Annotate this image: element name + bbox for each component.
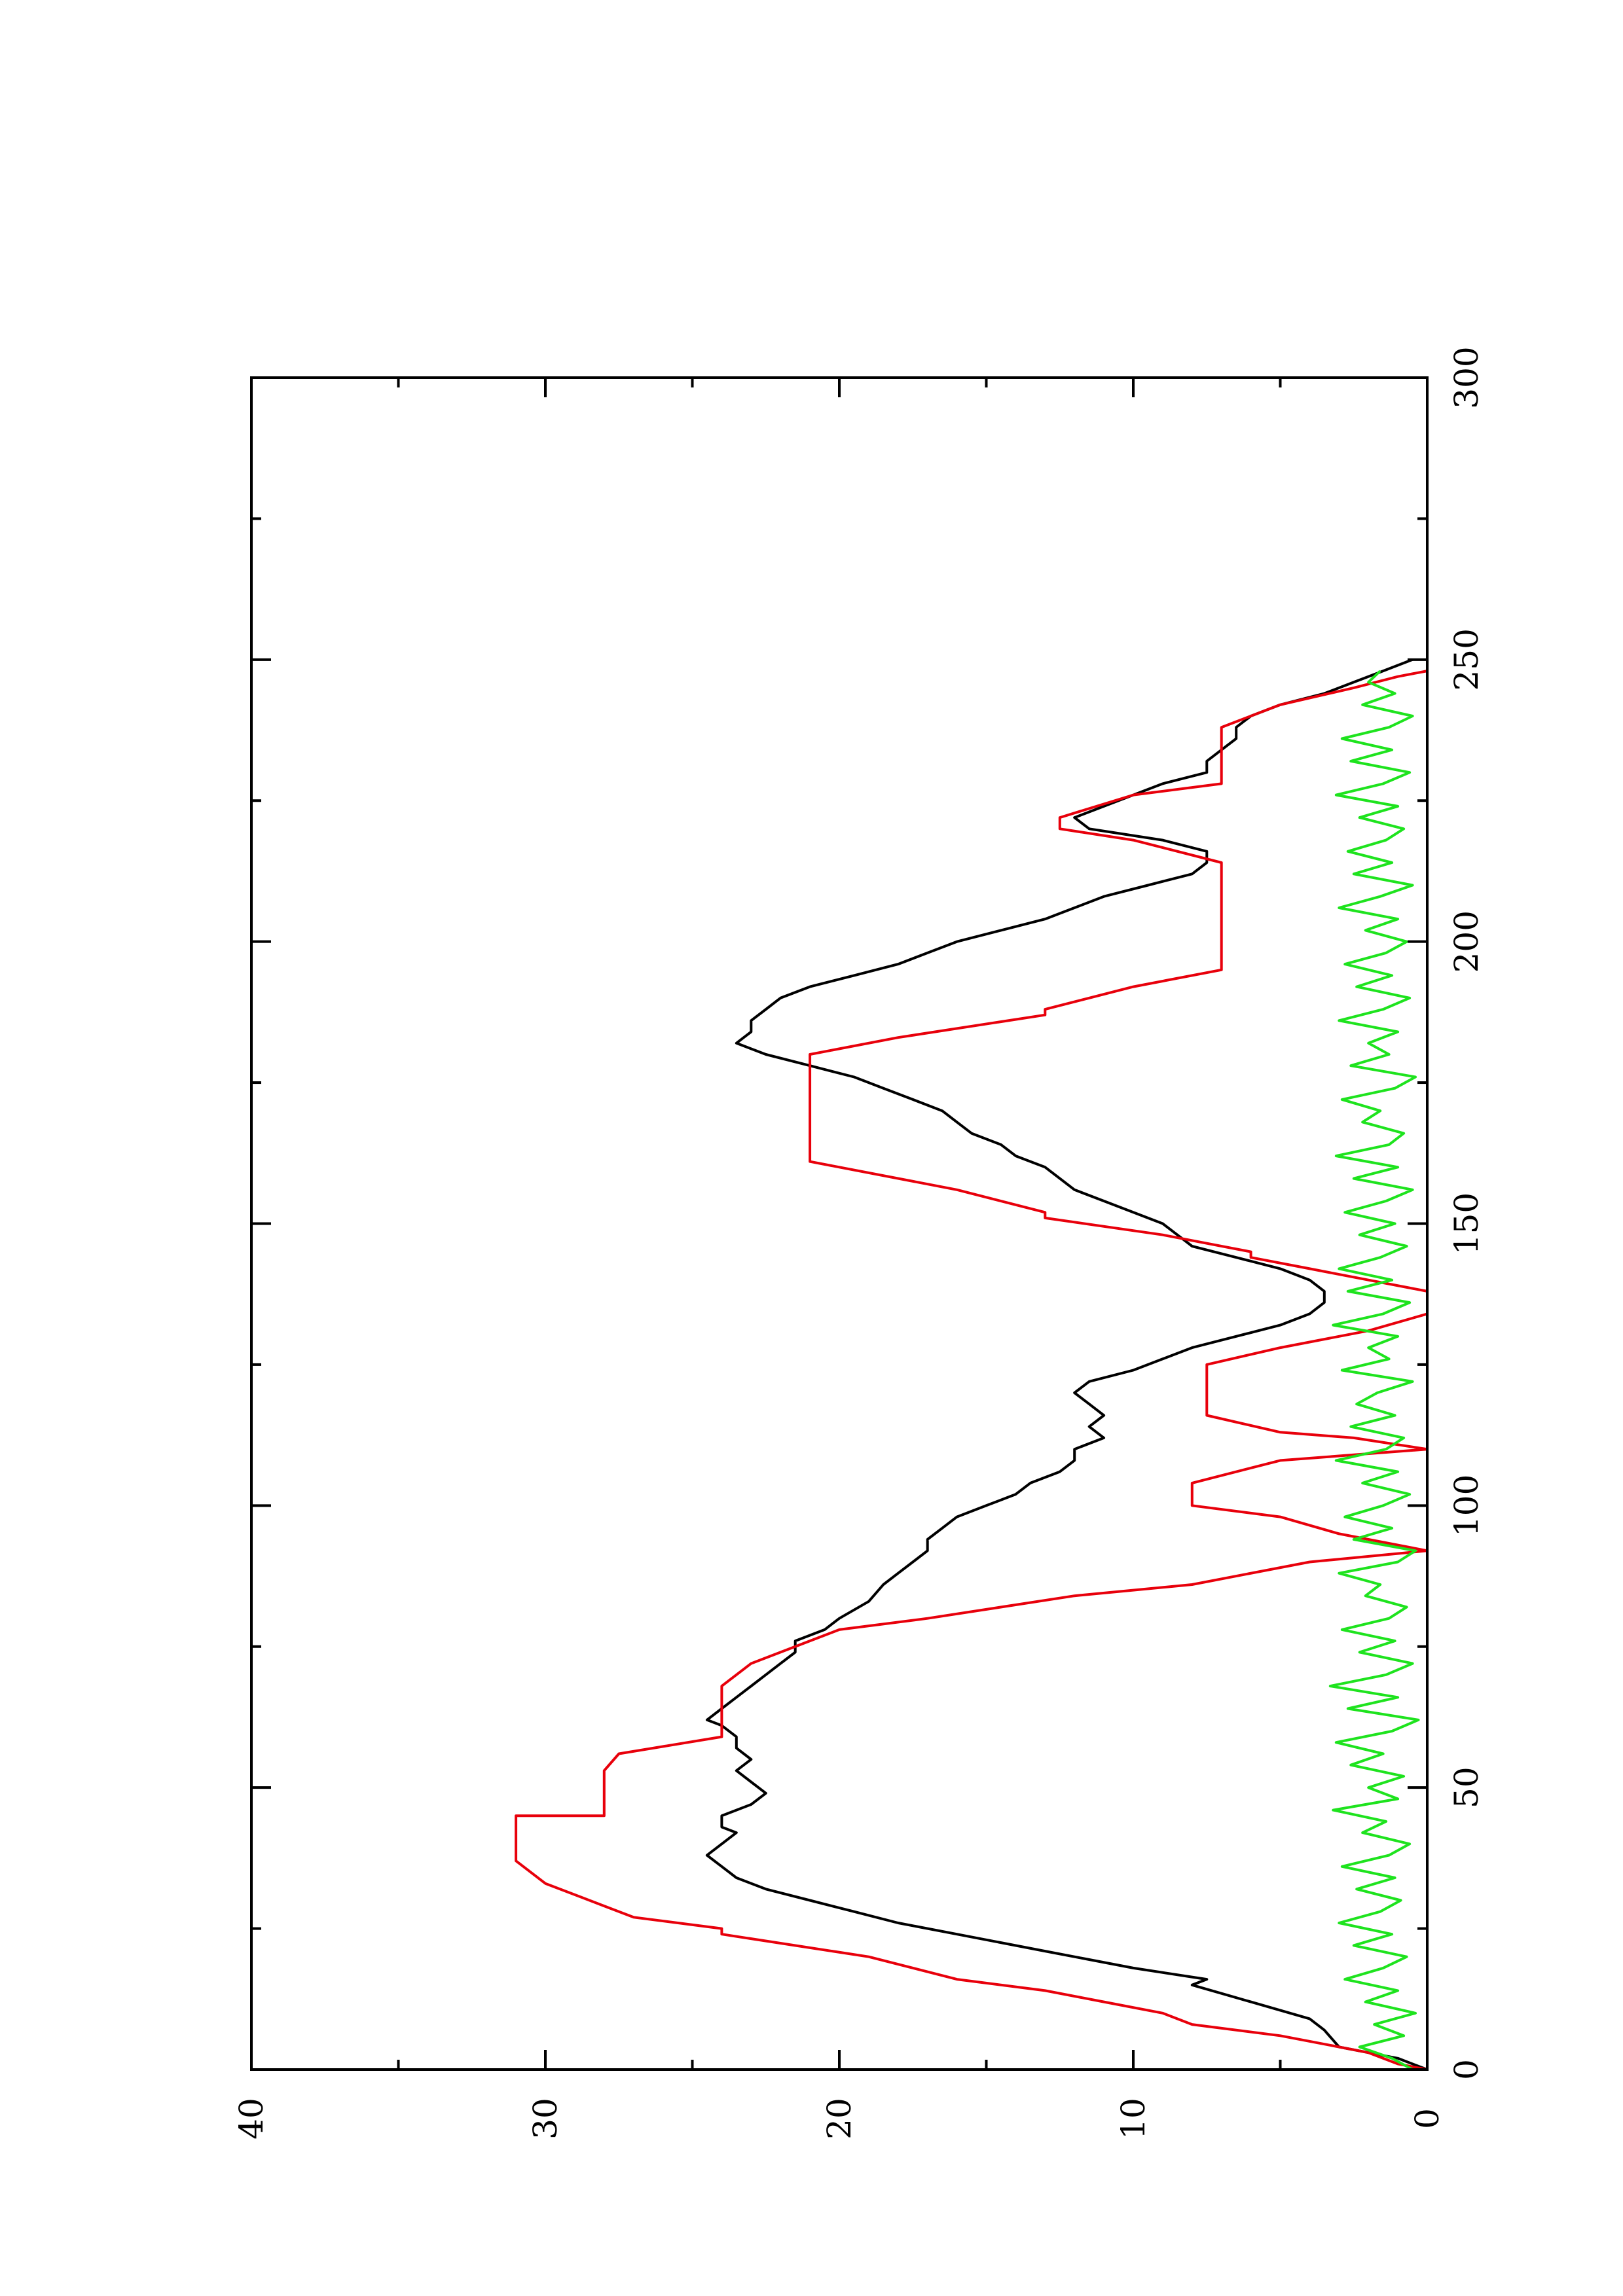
y-tick-label: 20: [820, 2098, 858, 2140]
y-tick-label: 40: [232, 2098, 270, 2140]
x-tick-label: 0: [1448, 2059, 1486, 2080]
series-line-2: [515, 670, 1429, 2071]
y-tick-label: 0: [1408, 2108, 1446, 2129]
plot-frame: [250, 376, 1429, 2071]
x-tick-label: 250: [1448, 628, 1486, 691]
axis-ticks: [250, 376, 1429, 2071]
axis-tick-labels: 0 50 100 150 200 250 300 0 10 20 30 40: [232, 346, 1486, 2140]
x-tick-label: 200: [1448, 910, 1486, 973]
series-line-3: [1328, 670, 1420, 2071]
plot-area: [515, 658, 1429, 2071]
series-line-1: [705, 658, 1428, 2071]
x-tick-label: 150: [1448, 1193, 1486, 1255]
x-tick-label: 300: [1448, 346, 1486, 408]
y-tick-label: 10: [1114, 2098, 1152, 2140]
y-tick-label: 30: [526, 2098, 564, 2140]
x-tick-label: 100: [1448, 1475, 1486, 1537]
x-tick-label: 50: [1448, 1767, 1486, 1808]
